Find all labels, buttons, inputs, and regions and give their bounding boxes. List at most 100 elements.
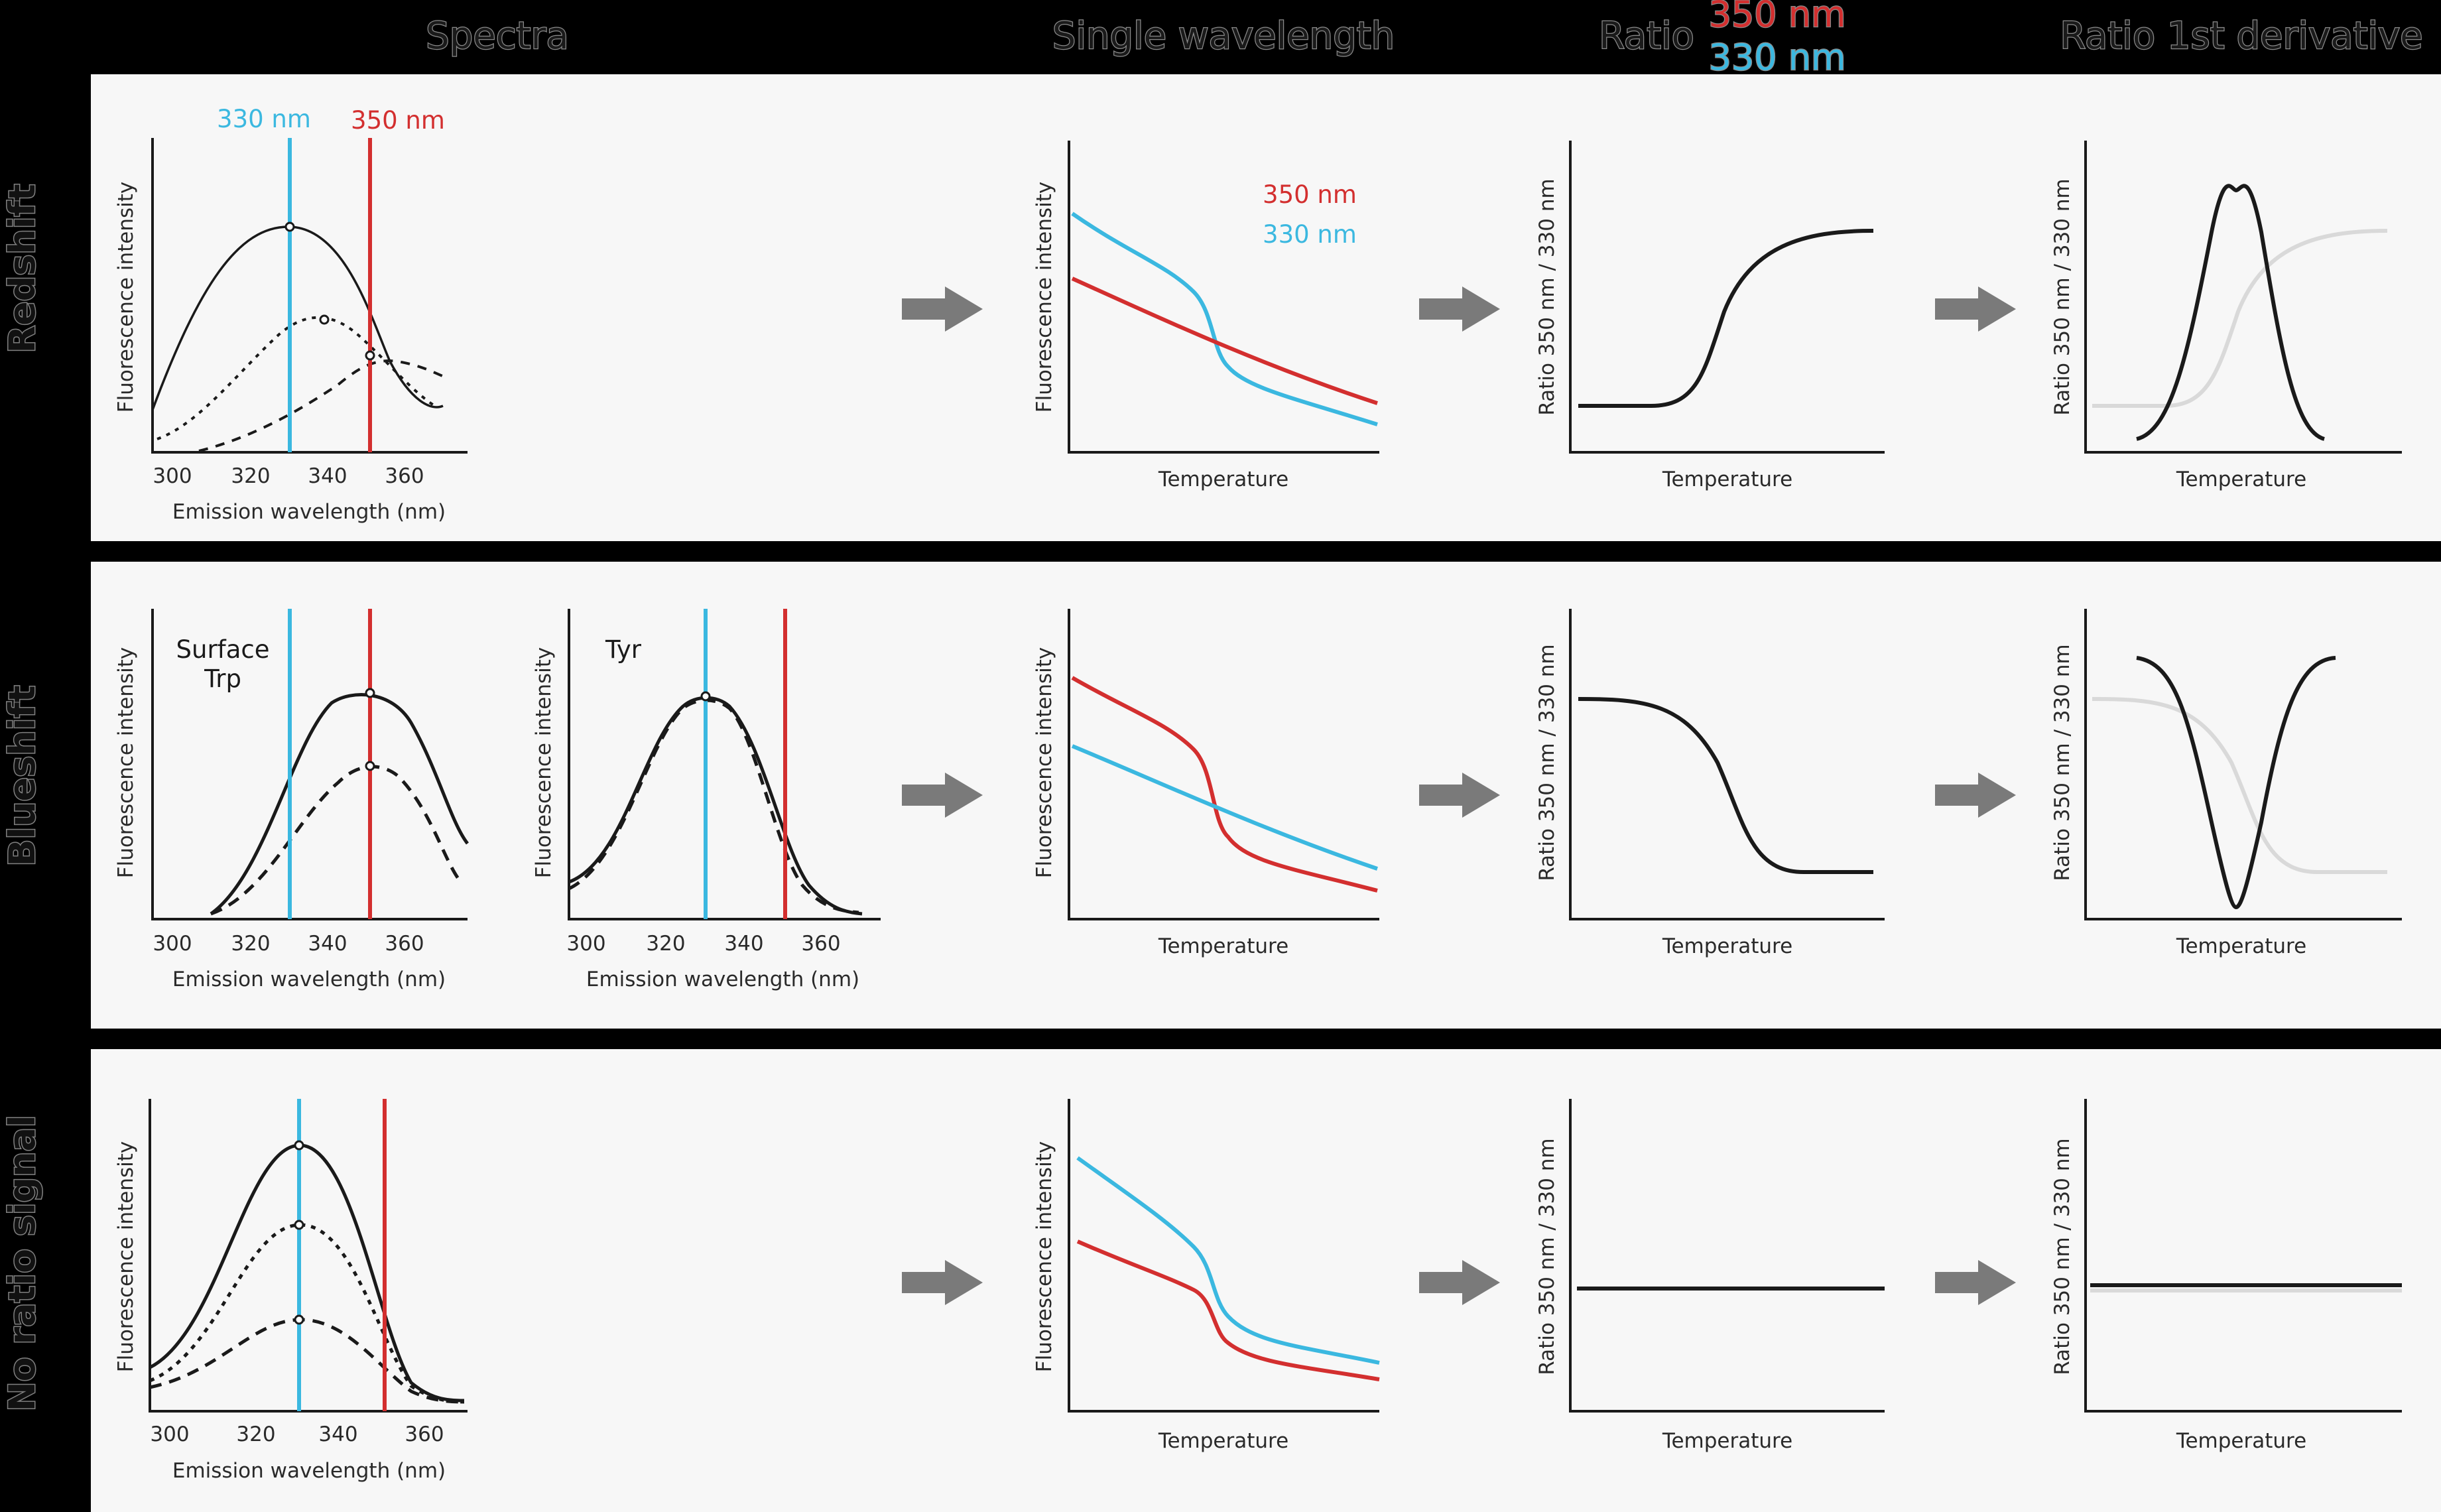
tick-360: 360 [385, 932, 424, 956]
annotation-tyr: Tyr [605, 635, 642, 664]
arrow-icon [902, 773, 983, 818]
redshift-single-wavelength-plot: 350 nm 330 nm Temperature Fluorescence i… [1033, 141, 1379, 491]
x-axis-label: Emission wavelength (nm) [172, 500, 446, 524]
spectrum-native [149, 1143, 465, 1403]
arrow-icon [1935, 286, 2016, 332]
no-ratio-single-wavelength-plot: Temperature Fluorescence intensity [1033, 1099, 1380, 1453]
blueshift-tyr-plot: Tyr 300 320 340 360 Emission wavelength … [532, 609, 881, 991]
ratio-ghost-curve [2092, 697, 2387, 874]
tick-300: 300 [566, 932, 605, 956]
blueshift-surface-trp-plot: Surface Trp 300 320 340 360 Emission wav… [114, 609, 469, 991]
x-axis-label: Emission wavelength (nm) [172, 1459, 446, 1483]
curve-330nm [1071, 744, 1378, 871]
arrow-icon [1419, 286, 1500, 332]
y-axis-label: Fluorescence intensity [1033, 182, 1056, 412]
y-axis-label: Fluorescence intensity [114, 182, 138, 412]
redshift-panel [91, 74, 2441, 541]
y-axis-label: Fluorescence intensity [114, 647, 138, 878]
y-axis-label: Ratio 350 nm / 330 nm [2050, 178, 2074, 415]
row-header-no-ratio-signal: No ratio signal [1, 1115, 43, 1411]
marker [365, 761, 375, 771]
derivative-curve [2136, 184, 2325, 441]
column-header-single-wavelength: Single wavelength [1052, 15, 1395, 58]
column-header-ratio: Ratio [1599, 15, 1694, 58]
marker [294, 1314, 304, 1325]
y-axis-label: Ratio 350 nm / 330 nm [1535, 178, 1559, 415]
y-axis-label: Ratio 350 nm / 330 nm [1535, 1138, 1559, 1375]
x-axis-label: Temperature [1662, 468, 1792, 491]
x-axis-label: Temperature [2176, 468, 2306, 491]
no-ratio-panel [91, 1049, 2441, 1512]
tick-360: 360 [801, 932, 840, 956]
legend-350nm: 350 nm [1263, 180, 1357, 209]
y-axis-label: Fluorescence intensity [532, 647, 556, 878]
spectrum-native [151, 225, 444, 410]
label-350nm: 350 nm [351, 106, 445, 135]
row-header-redshift: Redshift [1, 184, 43, 353]
ratio-ghost-curve [2092, 229, 2388, 408]
marker [294, 1140, 304, 1151]
curve-350nm [1071, 676, 1378, 893]
ratio-curve [1578, 697, 1873, 874]
spectrum-intermediate [149, 1223, 465, 1404]
column-header-spectra: Spectra [426, 15, 569, 58]
spectrum-native [210, 693, 469, 916]
tick-320: 320 [231, 464, 270, 488]
annotation-surface: Surface [176, 635, 270, 664]
spectrum-unfolded [198, 359, 448, 452]
blueshift-derivative-plot: Temperature Ratio 350 nm / 330 nm [2050, 609, 2402, 958]
curve-330nm [1076, 1156, 1380, 1365]
arrow-icon [1419, 1260, 1500, 1305]
x-axis-label: Emission wavelength (nm) [586, 968, 859, 991]
tick-320: 320 [236, 1422, 275, 1446]
arrow-icon [1419, 773, 1500, 818]
curve-350nm [1071, 277, 1378, 405]
curve-330nm [1071, 212, 1378, 426]
arrow-icon [902, 286, 983, 332]
spectrum-unfolded [210, 765, 462, 916]
x-axis-label: Temperature [1158, 1429, 1288, 1453]
tick-360: 360 [405, 1422, 444, 1446]
no-ratio-spectra-plot: 300 320 340 360 Emission wavelength (nm)… [114, 1099, 468, 1483]
curve-350nm [1076, 1239, 1380, 1381]
tick-300: 300 [150, 1422, 189, 1446]
y-axis-label: Ratio 350 nm / 330 nm [2050, 1138, 2074, 1375]
blueshift-single-wavelength-plot: Temperature Fluorescence intensity [1033, 609, 1379, 958]
column-header-ratio-330nm: 330 nm [1708, 36, 1846, 78]
x-axis-label: Temperature [1662, 934, 1792, 958]
annotation-trp: Trp [204, 664, 241, 693]
tick-300: 300 [153, 464, 192, 488]
tick-340: 340 [724, 932, 763, 956]
no-ratio-derivative-plot: Temperature Ratio 350 nm / 330 nm [2050, 1099, 2402, 1453]
arrow-icon [1935, 1260, 2016, 1305]
row-header-blueshift: Blueshift [1, 685, 43, 866]
tick-360: 360 [385, 464, 424, 488]
blueshift-panel [91, 562, 2441, 1029]
marker [294, 1220, 304, 1230]
legend-330nm: 330 nm [1263, 220, 1357, 249]
tick-340: 340 [308, 464, 347, 488]
arrow-icon [1935, 773, 2016, 818]
x-axis-label: Temperature [1158, 468, 1288, 491]
redshift-ratio-plot: Temperature Ratio 350 nm / 330 nm [1535, 141, 1885, 491]
redshift-spectra-plot: 330 nm 350 nm 300 320 340 360 Emission w… [114, 105, 468, 524]
blueshift-ratio-plot: Temperature Ratio 350 nm / 330 nm [1535, 609, 1885, 958]
x-axis-label: Temperature [2176, 1429, 2306, 1453]
tick-300: 300 [153, 932, 192, 956]
redshift-derivative-plot: Temperature Ratio 350 nm / 330 nm [2050, 141, 2402, 491]
x-axis-label: Emission wavelength (nm) [172, 968, 446, 991]
ratio-curve [1578, 229, 1874, 408]
tick-340: 340 [308, 932, 347, 956]
x-axis-label: Temperature [2176, 934, 2306, 958]
tick-340: 340 [318, 1422, 357, 1446]
spectrum-unfolded [568, 698, 859, 914]
y-axis-label: Ratio 350 nm / 330 nm [2050, 644, 2074, 881]
y-axis-label: Fluorescence intensity [114, 1141, 138, 1372]
label-330nm: 330 nm [217, 105, 311, 133]
y-axis-label: Fluorescence intensity [1033, 1141, 1056, 1372]
marker [365, 688, 375, 698]
marker [365, 350, 375, 361]
x-axis-label: Temperature [1662, 1429, 1792, 1453]
marker [284, 221, 295, 232]
